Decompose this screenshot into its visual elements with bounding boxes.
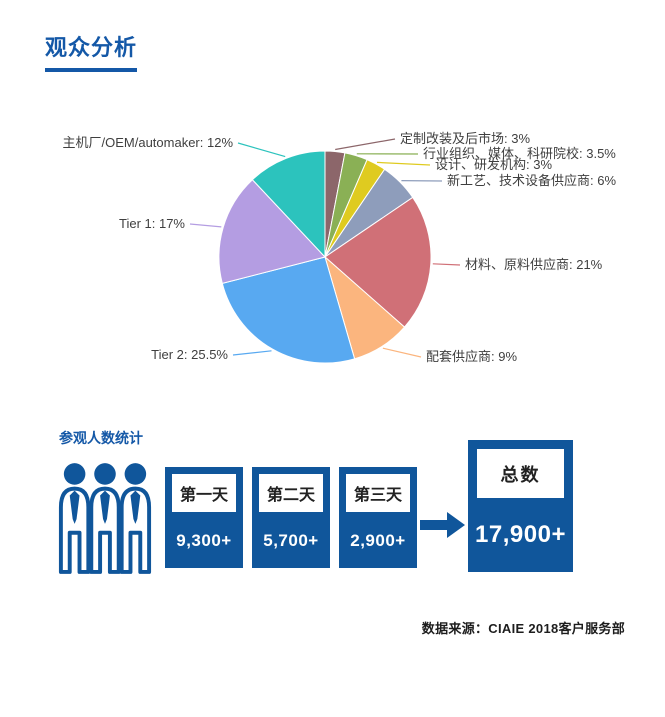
day-box-2: 第二天 5,700+ xyxy=(252,467,330,568)
pie-leader-line-8 xyxy=(189,223,222,228)
pie-label-3: 设计、研发机构: 3% xyxy=(435,157,552,172)
pie-label-2: 行业组织、媒体、科研院校: 3.5% xyxy=(423,146,616,161)
total-box: 总数 17,900+ xyxy=(468,440,573,572)
data-source-note: 数据来源：CIAIE 2018客户服务部 xyxy=(421,621,625,636)
pie-leader-line-5 xyxy=(432,263,461,266)
pie-label-9: 主机厂/OEM/automaker: 12% xyxy=(63,135,234,150)
pie-slice-9 xyxy=(251,150,326,259)
pie-slice-8 xyxy=(218,178,326,285)
pie-label-4: 新工艺、技术设备供应商: 6% xyxy=(447,173,616,188)
pie-leader-line-3 xyxy=(376,161,431,166)
page-title: 观众分析 xyxy=(45,30,138,72)
day-value-1: 9,300+ xyxy=(176,531,232,550)
pie-label-1: 定制改装及后市场: 3% xyxy=(400,131,530,146)
total-value: 17,900+ xyxy=(475,521,566,548)
group-of-people-icon xyxy=(58,463,152,574)
pie-label-6: 配套供应商: 9% xyxy=(426,349,517,364)
pie-leader-line-9 xyxy=(237,142,286,158)
right-arrow-icon xyxy=(420,512,465,538)
day-value-3: 2,900+ xyxy=(350,531,406,550)
day-label-3: 第三天 xyxy=(346,474,410,512)
pie-label-8: Tier 1: 17% xyxy=(119,216,185,231)
day-box-1: 第一天 9,300+ xyxy=(165,467,243,568)
pie-leader-line-7 xyxy=(232,350,272,356)
person-middle-icon xyxy=(89,463,121,574)
day-value-2: 5,700+ xyxy=(263,531,319,550)
day-label-2: 第二天 xyxy=(259,474,323,512)
pie-chart: 定制改装及后市场: 3%行业组织、媒体、科研院校: 3.5%设计、研发机构: 3… xyxy=(63,131,617,364)
person-right-icon xyxy=(119,463,152,574)
pie-leader-line-6 xyxy=(382,347,422,358)
pie-slice-5 xyxy=(324,196,432,328)
pie-slice-7 xyxy=(221,256,356,364)
day-label-1: 第一天 xyxy=(172,474,236,512)
pie-label-7: Tier 2: 25.5% xyxy=(151,347,228,362)
person-left-icon xyxy=(58,463,91,574)
visitor-stats-heading: 参观人数统计 xyxy=(59,430,143,446)
pie-leader-line-1 xyxy=(335,138,396,151)
pie-label-5: 材料、原料供应商: 21% xyxy=(465,257,603,272)
total-label: 总数 xyxy=(477,449,564,498)
day-box-3: 第三天 2,900+ xyxy=(339,467,417,568)
